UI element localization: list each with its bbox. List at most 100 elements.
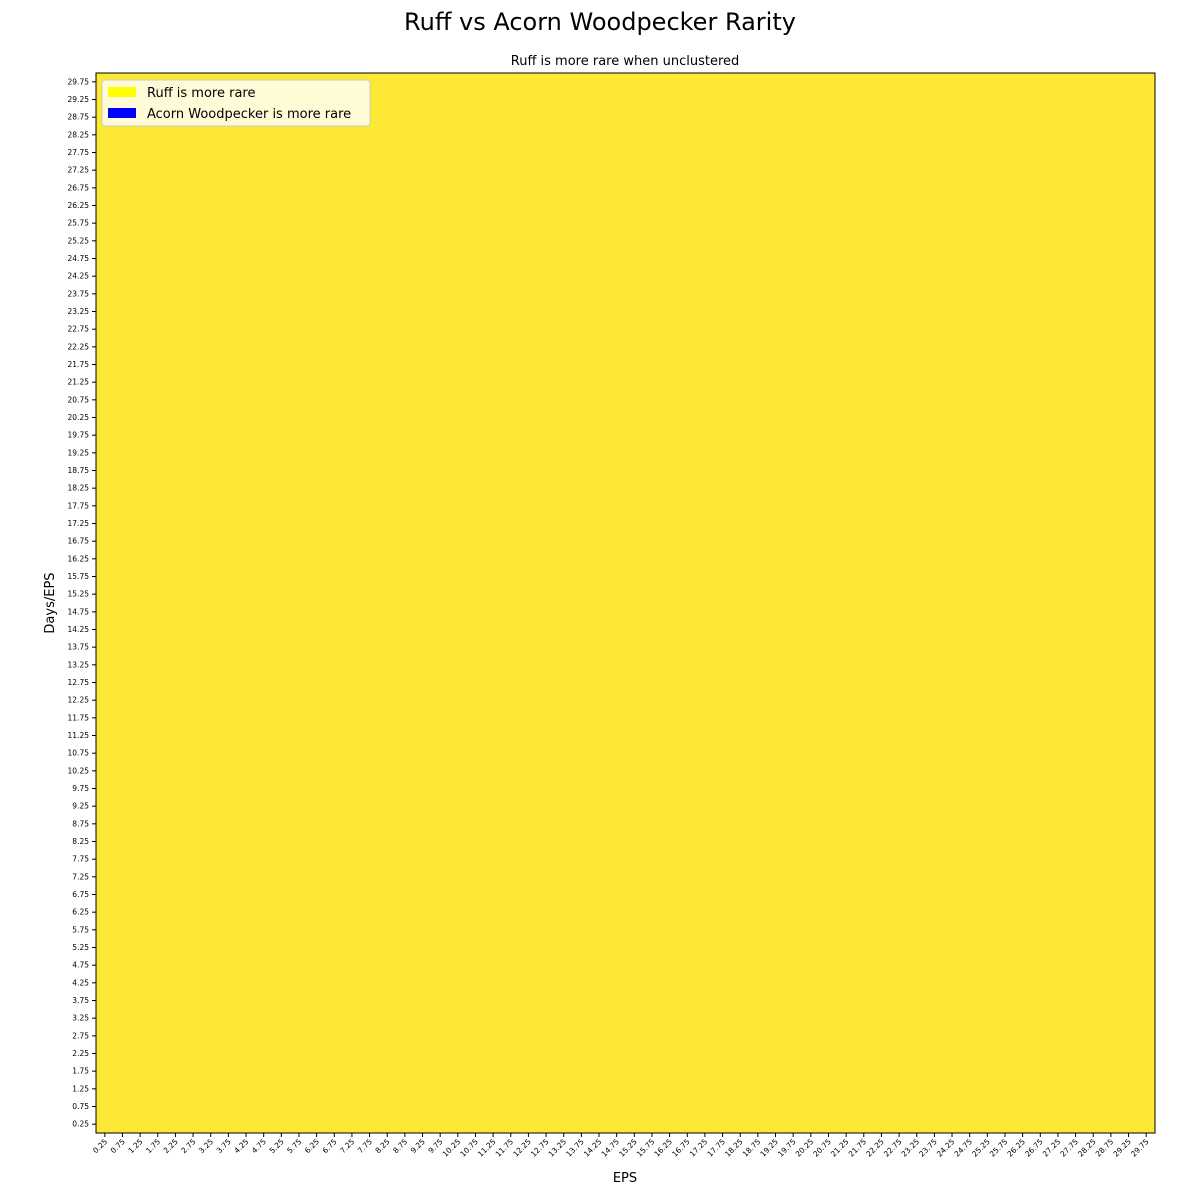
x-tick-label: 5.75	[285, 1137, 303, 1155]
y-tick-label: 27.75	[68, 148, 90, 157]
x-tick-label: 0.75	[109, 1137, 127, 1155]
x-tick-label: 15.25	[617, 1137, 639, 1159]
x-tick-label: 13.75	[564, 1137, 586, 1159]
x-tick-label: 1.25	[126, 1137, 144, 1155]
y-tick-label: 23.25	[68, 307, 90, 316]
legend-box	[101, 79, 371, 127]
x-tick-label: 3.25	[197, 1137, 215, 1155]
y-tick-label: 5.75	[72, 925, 89, 934]
x-tick-label: 5.25	[268, 1137, 286, 1155]
plot-frame	[95, 72, 1156, 1134]
y-tick-label: 4.25	[72, 978, 89, 987]
y-tick-label: 1.25	[72, 1084, 89, 1093]
x-tick-label: 23.25	[900, 1137, 922, 1159]
y-tick-label: 10.25	[68, 766, 90, 775]
x-tick-label: 20.25	[794, 1137, 816, 1159]
x-tick-label: 2.75	[179, 1137, 197, 1155]
x-tick-label: 11.25	[476, 1137, 498, 1159]
x-tick-label: 8.75	[391, 1137, 409, 1155]
x-tick-label: 19.75	[776, 1137, 798, 1159]
x-tick-label: 18.75	[741, 1137, 763, 1159]
x-tick-label: 7.25	[338, 1137, 356, 1155]
y-tick-label: 29.25	[68, 95, 90, 104]
y-tick-label: 22.75	[68, 325, 90, 334]
x-tick-label: 4.25	[232, 1137, 250, 1155]
y-tick-label: 8.75	[72, 819, 89, 828]
x-tick-label: 26.75	[1023, 1137, 1045, 1159]
y-tick-label: 7.25	[72, 872, 89, 881]
y-tick-label: 26.25	[68, 201, 90, 210]
y-tick-label: 16.25	[68, 554, 90, 563]
y-tick-label: 28.75	[68, 113, 90, 122]
y-tick-label: 2.75	[72, 1031, 89, 1040]
y-tick-label: 6.75	[72, 890, 89, 899]
y-tick-label: 24.25	[68, 272, 90, 281]
x-tick-label: 14.25	[582, 1137, 604, 1159]
y-tick-label: 5.25	[72, 943, 89, 952]
x-tick-label: 6.25	[303, 1137, 321, 1155]
y-tick-label: 22.25	[68, 342, 90, 351]
y-tick-label: 29.75	[68, 77, 90, 86]
y-tick-label: 13.25	[68, 660, 90, 669]
y-tick-label: 12.25	[68, 696, 90, 705]
y-tick-label: 14.25	[68, 625, 90, 634]
y-tick-label: 15.75	[68, 572, 90, 581]
x-tick-label: 24.25	[935, 1137, 957, 1159]
y-tick-label: 6.25	[72, 908, 89, 917]
y-tick-label: 1.75	[72, 1067, 89, 1076]
y-tick-label: 18.75	[68, 466, 90, 475]
chart-title: Ruff vs Acorn Woodpecker Rarity	[404, 8, 796, 36]
y-tick-label: 21.25	[68, 378, 90, 387]
x-tick-label: 23.75	[917, 1137, 939, 1159]
y-tick-label: 20.25	[68, 413, 90, 422]
x-tick-label: 1.75	[144, 1137, 162, 1155]
x-tick-label: 4.75	[250, 1137, 268, 1155]
y-tick-label: 4.75	[72, 961, 89, 970]
y-tick-label: 3.25	[72, 1014, 89, 1023]
x-tick-label: 27.75	[1058, 1137, 1080, 1159]
legend: Ruff is more rare Acorn Woodpecker is mo…	[101, 79, 371, 127]
y-tick-label: 7.75	[72, 855, 89, 864]
x-tick-label: 26.25	[1005, 1137, 1027, 1159]
y-tick-label: 19.75	[68, 431, 90, 440]
legend-swatch-acorn-woodpecker	[108, 108, 136, 118]
x-tick-label: 16.25	[652, 1137, 674, 1159]
y-tick-label: 9.75	[72, 784, 89, 793]
x-tick-label: 0.25	[91, 1137, 109, 1155]
y-tick-label: 26.75	[68, 183, 90, 192]
x-tick-label: 20.75	[811, 1137, 833, 1159]
y-tick-label: 21.75	[68, 360, 90, 369]
y-tick-label: 17.75	[68, 501, 90, 510]
x-tick-label: 14.75	[600, 1137, 622, 1159]
x-tick-label: 22.25	[864, 1137, 886, 1159]
y-tick-label: 8.25	[72, 837, 89, 846]
x-tick-label: 12.25	[511, 1137, 533, 1159]
y-tick-label: 19.25	[68, 448, 90, 457]
x-tick-label: 28.75	[1094, 1137, 1116, 1159]
y-tick-label: 24.75	[68, 254, 90, 263]
y-tick-label: 9.25	[72, 802, 89, 811]
y-tick-label: 25.25	[68, 236, 90, 245]
y-tick-label: 0.75	[72, 1102, 89, 1111]
x-tick-label: 6.75	[321, 1137, 339, 1155]
x-tick-label: 28.25	[1076, 1137, 1098, 1159]
x-tick-label: 3.75	[215, 1137, 233, 1155]
x-tick-label: 17.75	[705, 1137, 727, 1159]
y-tick-label: 11.25	[68, 731, 90, 740]
y-tick-label: 23.75	[68, 289, 90, 298]
x-axis-label: EPS	[613, 1171, 637, 1186]
x-tick-label: 10.75	[458, 1137, 480, 1159]
y-tick-label: 12.75	[68, 678, 90, 687]
y-tick-label: 10.75	[68, 749, 90, 758]
y-axis: 0.25 0.75 1.25 1.75 2.25 2.75 3.25 3.75 4.25 4.75…	[68, 77, 96, 1129]
legend-label-ruff: Ruff is more rare	[147, 86, 255, 101]
x-tick-label: 25.75	[988, 1137, 1010, 1159]
x-tick-label: 12.75	[529, 1137, 551, 1159]
y-axis-label: Days/EPS	[43, 572, 58, 633]
x-tick-label: 29.75	[1129, 1137, 1151, 1159]
y-tick-label: 14.75	[68, 607, 90, 616]
x-tick-label: 15.75	[635, 1137, 657, 1159]
x-tick-label: 22.75	[882, 1137, 904, 1159]
y-tick-label: 2.25	[72, 1049, 89, 1058]
